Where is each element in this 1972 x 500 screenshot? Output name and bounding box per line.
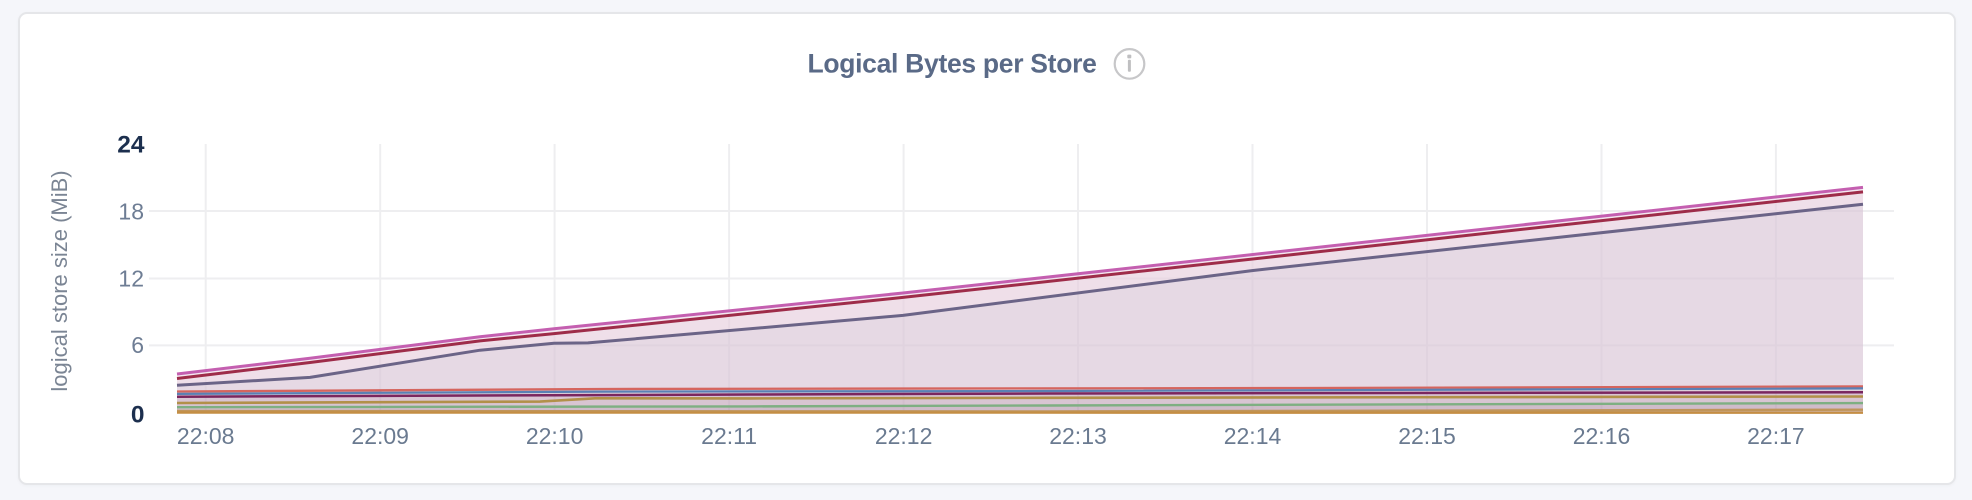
svg-text:18: 18 <box>118 199 144 225</box>
svg-text:22:08: 22:08 <box>177 423 235 449</box>
svg-text:22:12: 22:12 <box>875 423 933 449</box>
svg-text:12: 12 <box>118 265 144 291</box>
svg-text:Logical Bytes per Store: Logical Bytes per Store <box>807 48 1096 78</box>
svg-text:24: 24 <box>117 131 145 158</box>
svg-text:22:10: 22:10 <box>526 423 584 449</box>
svg-text:6: 6 <box>131 332 144 358</box>
svg-text:22:09: 22:09 <box>351 423 409 449</box>
svg-text:22:14: 22:14 <box>1224 423 1282 449</box>
svg-text:22:15: 22:15 <box>1398 423 1456 449</box>
svg-text:0: 0 <box>131 402 145 429</box>
svg-text:22:13: 22:13 <box>1049 423 1107 449</box>
svg-text:22:11: 22:11 <box>701 423 757 449</box>
svg-text:logical store size (MiB): logical store size (MiB) <box>47 170 72 391</box>
svg-text:22:16: 22:16 <box>1573 423 1631 449</box>
svg-text:22:17: 22:17 <box>1747 423 1805 449</box>
